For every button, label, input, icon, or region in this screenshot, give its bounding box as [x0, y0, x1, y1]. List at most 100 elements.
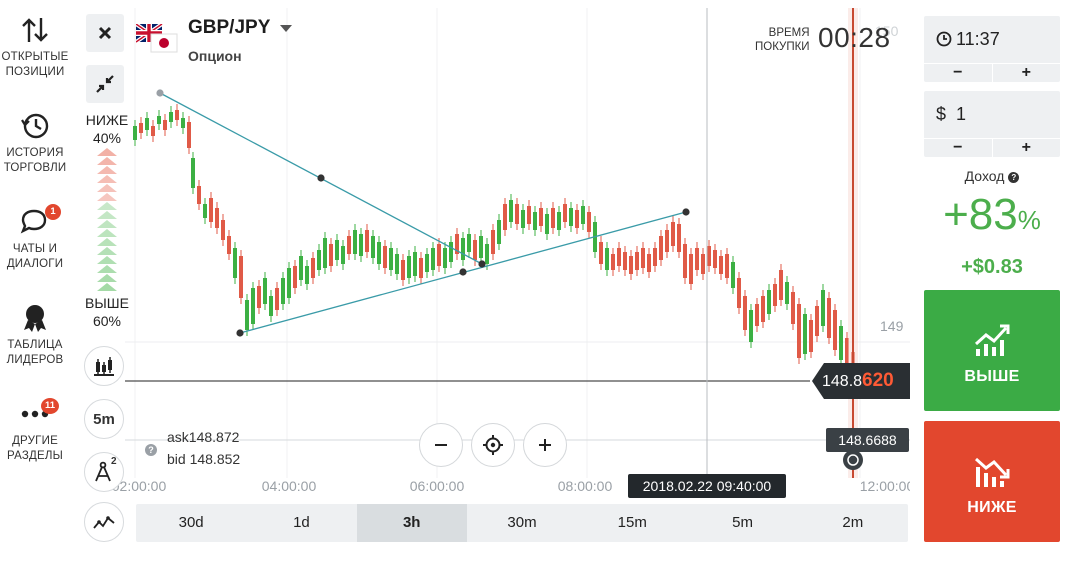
up-sentiment-mark: [97, 238, 117, 246]
candle: [485, 244, 489, 264]
down-sentiment-mark: [97, 157, 117, 165]
amount-increase-button[interactable]: +: [991, 139, 1061, 157]
collapse-chart-button[interactable]: [86, 65, 124, 103]
candle: [139, 123, 143, 133]
candle: [515, 204, 519, 224]
time-axis-label: 12:00:00: [860, 478, 910, 494]
candle: [479, 236, 483, 258]
timeframe-tab-5m[interactable]: 5m: [732, 514, 753, 531]
candle: [665, 230, 669, 252]
chart-type-button[interactable]: [84, 346, 124, 386]
indicators-button[interactable]: [84, 502, 124, 542]
amount-value: 1: [956, 104, 967, 124]
sidebar-item-label: ОТКРЫТЫЕ ПОЗИЦИИ: [1, 51, 69, 78]
candle: [671, 222, 675, 246]
candle: [719, 256, 723, 274]
timeframe-tab-15m[interactable]: 15m: [617, 514, 647, 531]
minus-icon: [435, 444, 447, 446]
timeframe-bar: 30d 1d 3h 30m 15m 5m 2m: [136, 504, 908, 542]
expiry-time-increase-button[interactable]: +: [991, 64, 1061, 82]
income-amount: +$0.83: [961, 256, 1023, 278]
expiry-price-tag: 148.6688: [826, 428, 909, 452]
timeframe-tab-30m[interactable]: 30m: [507, 514, 537, 531]
compass-icon: [95, 461, 111, 482]
up-sentiment-mark: [97, 274, 117, 282]
time-axis: 02:00:00 04:00:00 06:00:00 08:00:00 12:00:00: [112, 478, 910, 494]
candle: [323, 238, 327, 268]
timeframe-tab-3h[interactable]: 3h: [356, 504, 467, 542]
candle: [209, 198, 213, 222]
expiry-time-field[interactable]: 11:37: [924, 16, 1060, 63]
help-icon[interactable]: ?: [145, 444, 157, 456]
chevron-down-icon: [280, 25, 293, 32]
recenter-button[interactable]: [471, 423, 515, 467]
candle: [443, 248, 447, 268]
higher-sentiment-label: ВЫШЕ: [85, 295, 129, 311]
candle: [473, 240, 477, 260]
price-chart[interactable]: 149 150 02:00:00 04:00:00 06:00:00 08:00:00…: [75, 8, 910, 548]
candle: [257, 286, 261, 308]
candle: [791, 292, 795, 324]
candle: [203, 204, 207, 218]
trend-point: [682, 208, 690, 216]
income-label: Доход: [964, 168, 1005, 184]
candle: [413, 252, 417, 276]
asset-pair-selector[interactable]: GBP/JPY: [188, 17, 293, 39]
candle: [455, 234, 459, 254]
expiry-time-box: 11:37 − +: [924, 16, 1060, 82]
candle: [341, 246, 345, 264]
candle: [533, 212, 537, 230]
timeframe-tab-30d[interactable]: 30d: [178, 514, 204, 531]
candle: [299, 256, 303, 280]
sidebar-item-trade-history[interactable]: ИСТОРИЯ ТОРГОВЛИ: [0, 110, 70, 176]
candle: [461, 238, 465, 260]
candle: [695, 248, 699, 270]
sidebar-item-label: ЧАТЫ И ДИАЛОГИ: [6, 243, 64, 270]
chart-area[interactable]: 149 150 02:00:00 04:00:00 06:00:00 08:00:00…: [75, 8, 910, 548]
up-sentiment-mark: [97, 202, 117, 210]
candle: [737, 278, 741, 308]
drawing-count: 2: [111, 456, 117, 467]
expiry-time-decrease-button[interactable]: −: [953, 64, 963, 81]
help-icon[interactable]: ?: [1008, 172, 1020, 183]
higher-sentiment-pct: 60%: [92, 313, 122, 329]
chart-overlays: [125, 8, 863, 478]
zoom-out-button[interactable]: [419, 423, 463, 467]
sidebar-item-more[interactable]: 11 ДРУГИЕ РАЗДЕЛЫ: [0, 398, 70, 464]
trend-lines: [156, 89, 690, 337]
expiry-time-value: 11:37: [956, 29, 1000, 49]
amount-currency: $: [936, 104, 947, 124]
sidebar-item-chats[interactable]: 1 ЧАТЫ И ДИАЛОГИ: [0, 204, 70, 272]
candlestick-series: [133, 104, 855, 392]
candle: [305, 266, 309, 284]
candle: [245, 300, 249, 330]
candle: [659, 236, 663, 260]
amount-box: $ 1 − +: [924, 91, 1060, 157]
candle: [401, 260, 405, 280]
candle: [163, 120, 167, 130]
candle: [731, 262, 735, 288]
candle: [527, 206, 531, 224]
up-sentiment-mark: [97, 256, 117, 264]
asset-pair-name: GBP/JPY: [188, 17, 271, 38]
higher-button[interactable]: ВЫШЕ: [924, 290, 1060, 411]
up-sentiment-mark: [97, 211, 117, 219]
drawing-tools-button[interactable]: 2: [84, 452, 124, 492]
sidebar-item-leaderboard[interactable]: ТАБЛИЦА ЛИДЕРОВ: [0, 302, 70, 368]
candle-period-button[interactable]: 5m: [84, 399, 124, 439]
candle: [335, 240, 339, 260]
sidebar-item-label: ДРУГИЕ РАЗДЕЛЫ: [7, 435, 63, 462]
timeframe-tab-2m[interactable]: 2m: [842, 514, 864, 531]
candle: [677, 224, 681, 252]
sidebar-item-label: ИСТОРИЯ ТОРГОВЛИ: [3, 147, 67, 174]
timeframe-tab-1d[interactable]: 1d: [293, 514, 310, 531]
amount-field[interactable]: $ 1: [924, 91, 1060, 138]
close-chart-button[interactable]: [86, 14, 124, 52]
candle: [545, 214, 549, 234]
lower-button[interactable]: НИЖЕ: [924, 421, 1060, 542]
candle: [425, 254, 429, 272]
amount-decrease-button[interactable]: −: [953, 139, 963, 156]
candle: [653, 248, 657, 266]
sidebar-item-open-positions[interactable]: ОТКРЫТЫЕ ПОЗИЦИИ: [0, 14, 70, 80]
zoom-in-button[interactable]: [523, 423, 567, 467]
